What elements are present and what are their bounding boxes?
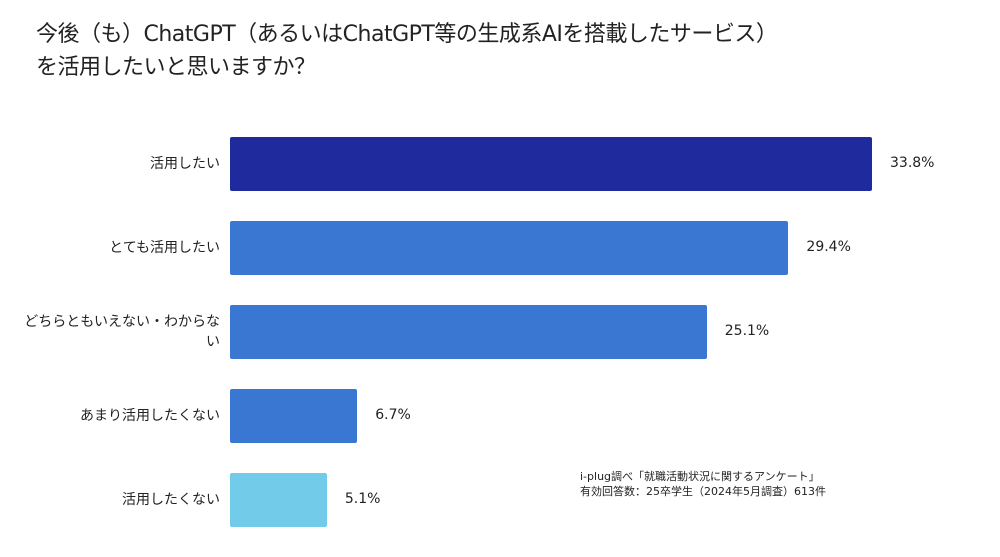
bar <box>230 137 872 191</box>
bar <box>230 389 358 443</box>
category-label: とても活用したい <box>109 240 220 256</box>
bar <box>230 473 327 527</box>
data-label: 5.1% <box>344 491 381 507</box>
title-line-2: を活用したいと思いますか？ <box>36 55 316 80</box>
category-label: 活用したくない <box>122 492 220 508</box>
data-label: 6.7% <box>375 407 411 423</box>
bar <box>230 221 789 275</box>
category-label: 活用したい <box>150 156 220 172</box>
data-label: 25.1% <box>724 323 770 339</box>
chart-title: 今後（も）ChatGPT（あるいはChatGPT等の生成系AIを搭載したサービス… <box>36 18 778 84</box>
bar <box>230 305 707 359</box>
title-line-1: 今後（も）ChatGPT（あるいはChatGPT等の生成系AIを搭載したサービス… <box>36 22 778 47</box>
source-line-2: 有効回答数：25卒学生（2024年5月調査）613件 <box>580 485 826 498</box>
category-label: どちらともいえない・わからない <box>24 314 220 350</box>
category-label: あまり活用したくない <box>80 408 220 424</box>
source-note: i-plug調べ「就職活動状況に関するアンケート」 有効回答数：25卒学生（20… <box>580 469 826 499</box>
data-label: 33.8% <box>890 155 935 171</box>
data-label: 29.4% <box>806 239 851 255</box>
source-line-1: i-plug調べ「就職活動状況に関するアンケート」 <box>580 470 820 483</box>
